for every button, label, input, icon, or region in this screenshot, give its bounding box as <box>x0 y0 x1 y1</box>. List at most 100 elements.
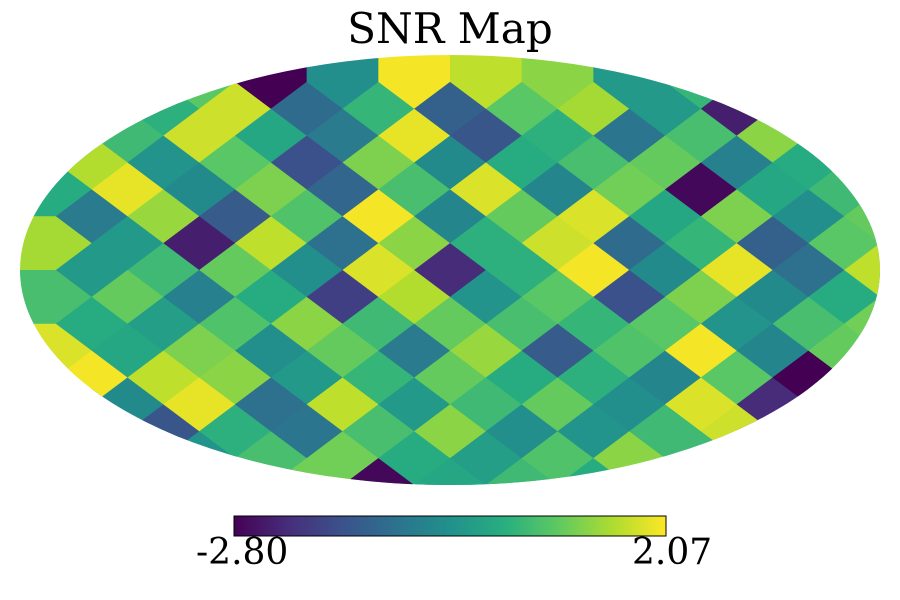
map-pixel <box>342 350 415 405</box>
map-pixel <box>55 81 128 136</box>
map-pixel <box>127 458 200 485</box>
map-pixel <box>55 404 128 459</box>
map-pixel <box>772 189 845 244</box>
map-pixel <box>55 189 128 244</box>
map-pixel <box>629 135 701 190</box>
map-pixel-base <box>808 431 880 485</box>
map-pixel-base <box>20 108 93 163</box>
map-pixel-base <box>20 55 93 110</box>
map-pixel <box>700 243 773 297</box>
map-pixel <box>55 243 128 297</box>
map-pixel <box>485 135 558 190</box>
map-pixel <box>844 404 880 459</box>
map-pixel <box>270 81 343 136</box>
map-pixel <box>485 350 558 405</box>
map-pixel <box>629 243 701 297</box>
map-pixel <box>844 243 880 297</box>
map-pixel <box>199 135 271 190</box>
colorbar-min-label: -2.80 <box>196 532 289 573</box>
colorbar-max-label: 2.07 <box>632 532 713 573</box>
map-pixel <box>485 243 558 297</box>
map-pixel <box>127 296 200 351</box>
map-pixel-base <box>736 55 809 110</box>
map-pixel <box>199 350 271 405</box>
map-pixel <box>199 189 271 244</box>
map-pixel <box>127 350 200 405</box>
map-pixel <box>55 458 128 485</box>
colorbar <box>233 515 667 537</box>
map-pixel <box>485 404 558 459</box>
map-pixel <box>844 350 880 405</box>
map-pixel <box>772 296 845 351</box>
map-pixel <box>700 458 773 485</box>
map-pixel <box>557 81 630 136</box>
map-pixel <box>342 81 415 136</box>
map-pixel <box>199 296 271 351</box>
map-pixel <box>485 296 558 351</box>
map-pixel <box>270 135 343 190</box>
map-pixel <box>414 350 486 405</box>
map-pixel <box>414 135 486 190</box>
map-pixel <box>199 458 271 485</box>
map-pixel <box>270 350 343 405</box>
map-pixel <box>127 243 200 297</box>
map-pixel <box>629 350 701 405</box>
map-pixel <box>342 458 415 485</box>
map-pixel <box>485 81 558 136</box>
map-pixel <box>629 458 701 485</box>
map-pixel <box>270 189 343 244</box>
map-pixel <box>414 243 486 297</box>
map-pixel <box>557 189 630 244</box>
map-pixel <box>485 458 558 485</box>
map-pixel <box>414 296 486 351</box>
map-pixel <box>844 81 880 136</box>
map-pixel <box>700 296 773 351</box>
map-pixel <box>629 296 701 351</box>
map-pixel <box>127 189 200 244</box>
map-pixel-base <box>91 55 164 110</box>
map-pixel <box>557 243 630 297</box>
map-pixel <box>772 404 845 459</box>
map-pixel <box>342 135 415 190</box>
map-pixel <box>629 81 701 136</box>
map-pixel <box>414 81 486 136</box>
map-pixel-base <box>808 55 880 110</box>
map-pixel-base <box>20 377 93 432</box>
map-pixel-layer <box>20 55 880 485</box>
map-pixel <box>270 404 343 459</box>
map-pixel <box>844 458 880 485</box>
map-pixel <box>772 243 845 297</box>
map-pixel <box>127 135 200 190</box>
map-pixel <box>772 458 845 485</box>
map-pixel <box>55 296 128 351</box>
map-pixel <box>414 404 486 459</box>
map-pixel <box>700 350 773 405</box>
map-pixel <box>557 350 630 405</box>
map-pixel-base <box>736 431 809 485</box>
map-pixel <box>270 296 343 351</box>
map-pixel <box>557 404 630 459</box>
map-pixel-base <box>808 377 880 432</box>
map-pixel <box>199 81 271 136</box>
map-pixel <box>199 243 271 297</box>
map-pixel <box>414 189 486 244</box>
chart-title: SNR Map <box>347 4 553 53</box>
map-pixel <box>700 135 773 190</box>
map-pixel <box>557 135 630 190</box>
map-pixel <box>772 81 845 136</box>
map-pixel <box>629 404 701 459</box>
map-pixel <box>342 189 415 244</box>
map-pixel-base <box>20 431 93 485</box>
map-pixel <box>342 404 415 459</box>
map-pixel <box>844 135 880 190</box>
map-pixel-base <box>91 431 164 485</box>
map-pixel <box>485 189 558 244</box>
map-pixel <box>700 189 773 244</box>
map-pixel-base <box>808 108 880 163</box>
map-pixel <box>270 243 343 297</box>
map-pixel <box>199 404 271 459</box>
map-pixel <box>557 296 630 351</box>
map-pixel <box>629 189 701 244</box>
map-pixel <box>342 296 415 351</box>
